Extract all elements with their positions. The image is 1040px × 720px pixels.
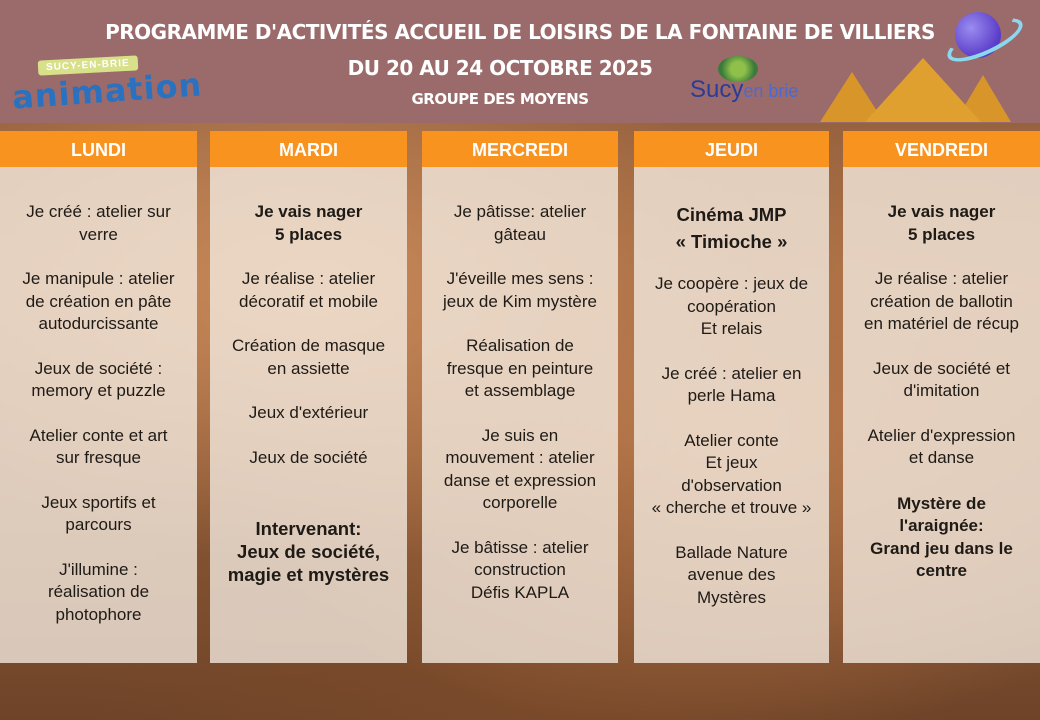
activity-item: Je vais nager 5 places — [887, 202, 996, 244]
activity-item: J'éveille mes sens : jeux de Kim mystère — [443, 269, 597, 311]
day-column-jeudi: JEUDI Cinéma JMP « Timioche » Je coopère :… — [634, 131, 829, 663]
day-header: JEUDI — [634, 131, 829, 167]
program-title: Programme d'activités Accueil de loisirs… — [105, 20, 935, 44]
activity-item: Cinéma JMP « Timioche » — [675, 204, 788, 252]
activity-item: Intervenant: Jeux de société, magie et m… — [227, 518, 390, 585]
day-activities: Je vais nager 5 places Je réalise : ateli… — [843, 167, 1040, 663]
activity-item: Jeux de société — [249, 447, 368, 467]
activity-item: Jeux d'extérieur — [248, 403, 369, 422]
day-column-mardi: MARDI Je vais nager 5 places Je réalise : … — [210, 131, 407, 663]
day-column-lundi: LUNDI Je créé : atelier sur verre Je manip… — [0, 131, 197, 663]
program-group: Groupe des moyens — [411, 90, 589, 108]
activity-item: Je suis en mouvement : atelier danse et … — [443, 425, 597, 513]
activity-item: Ballade Nature avenue des Mystères — [675, 542, 788, 607]
activity-item: Je créé : atelier sur verre — [26, 202, 171, 244]
activity-item: Atelier d'expression et danse — [867, 425, 1016, 468]
activity-item: Je bâtisse : atelier construction Défis … — [451, 537, 589, 602]
activity-item: Réalisation de fresque en peinture et as… — [446, 336, 594, 400]
program-dates: Du 20 au 24 octobre 2025 — [347, 56, 653, 80]
activity-item: Je pâtisse: atelier gâteau — [453, 202, 587, 244]
day-column-vendredi: VENDREDI Je vais nager 5 places Je réalise… — [843, 131, 1040, 663]
day-header: MARDI — [210, 131, 407, 167]
activity-item: Création de masque en assiette — [231, 336, 386, 378]
day-activities: Je pâtisse: atelier gâteau J'éveille mes … — [422, 167, 618, 663]
day-activities: Je vais nager 5 places Je réalise : ateli… — [210, 167, 407, 663]
activity-item: Je créé : atelier en perle Hama — [661, 363, 802, 406]
day-header: LUNDI — [0, 131, 197, 167]
pyramid-icon — [865, 58, 981, 122]
day-column-mercredi: MERCREDI Je pâtisse: atelier gâteau J'évei… — [422, 131, 618, 663]
activity-item: J'illumine : réalisation de photophore — [47, 559, 150, 624]
tree-icon — [718, 56, 758, 82]
day-header: VENDREDI — [843, 131, 1040, 167]
sucy-logo-sub: en brie — [743, 81, 799, 101]
activity-item: Atelier conte Et jeux d'observation « ch… — [651, 430, 812, 518]
day-header: MERCREDI — [422, 131, 618, 167]
activity-item: Jeux de société : memory et puzzle — [31, 358, 166, 401]
activity-item: Je vais nager 5 places — [254, 202, 363, 244]
sucy-logo-main: Sucy — [690, 76, 744, 103]
sucy-en-brie-logo: Sucyen brie — [690, 56, 820, 106]
activity-item: Atelier conte et art sur fresque — [29, 425, 168, 468]
day-activities: Je créé : atelier sur verre Je manipule :… — [0, 167, 197, 663]
activity-item: Jeux de société et d'imitation — [872, 358, 1011, 401]
activity-item: Mystère de l'araignée: Grand jeu dans le… — [870, 493, 1013, 581]
activity-item: Jeux sportifs et parcours — [41, 492, 156, 535]
activity-item: Je réalise : atelier création de balloti… — [864, 269, 1019, 333]
activity-item: Je manipule : atelier de création en pât… — [22, 269, 175, 333]
animation-logo: SUCY-EN-BRIE animation — [11, 55, 242, 117]
day-activities: Cinéma JMP « Timioche » Je coopère : jeux… — [634, 167, 829, 663]
activity-item: Je coopère : jeux de coopération Et rela… — [654, 274, 809, 338]
activity-item: Je réalise : atelier décoratif et mobile — [239, 269, 378, 311]
planet-icon — [955, 12, 1001, 58]
